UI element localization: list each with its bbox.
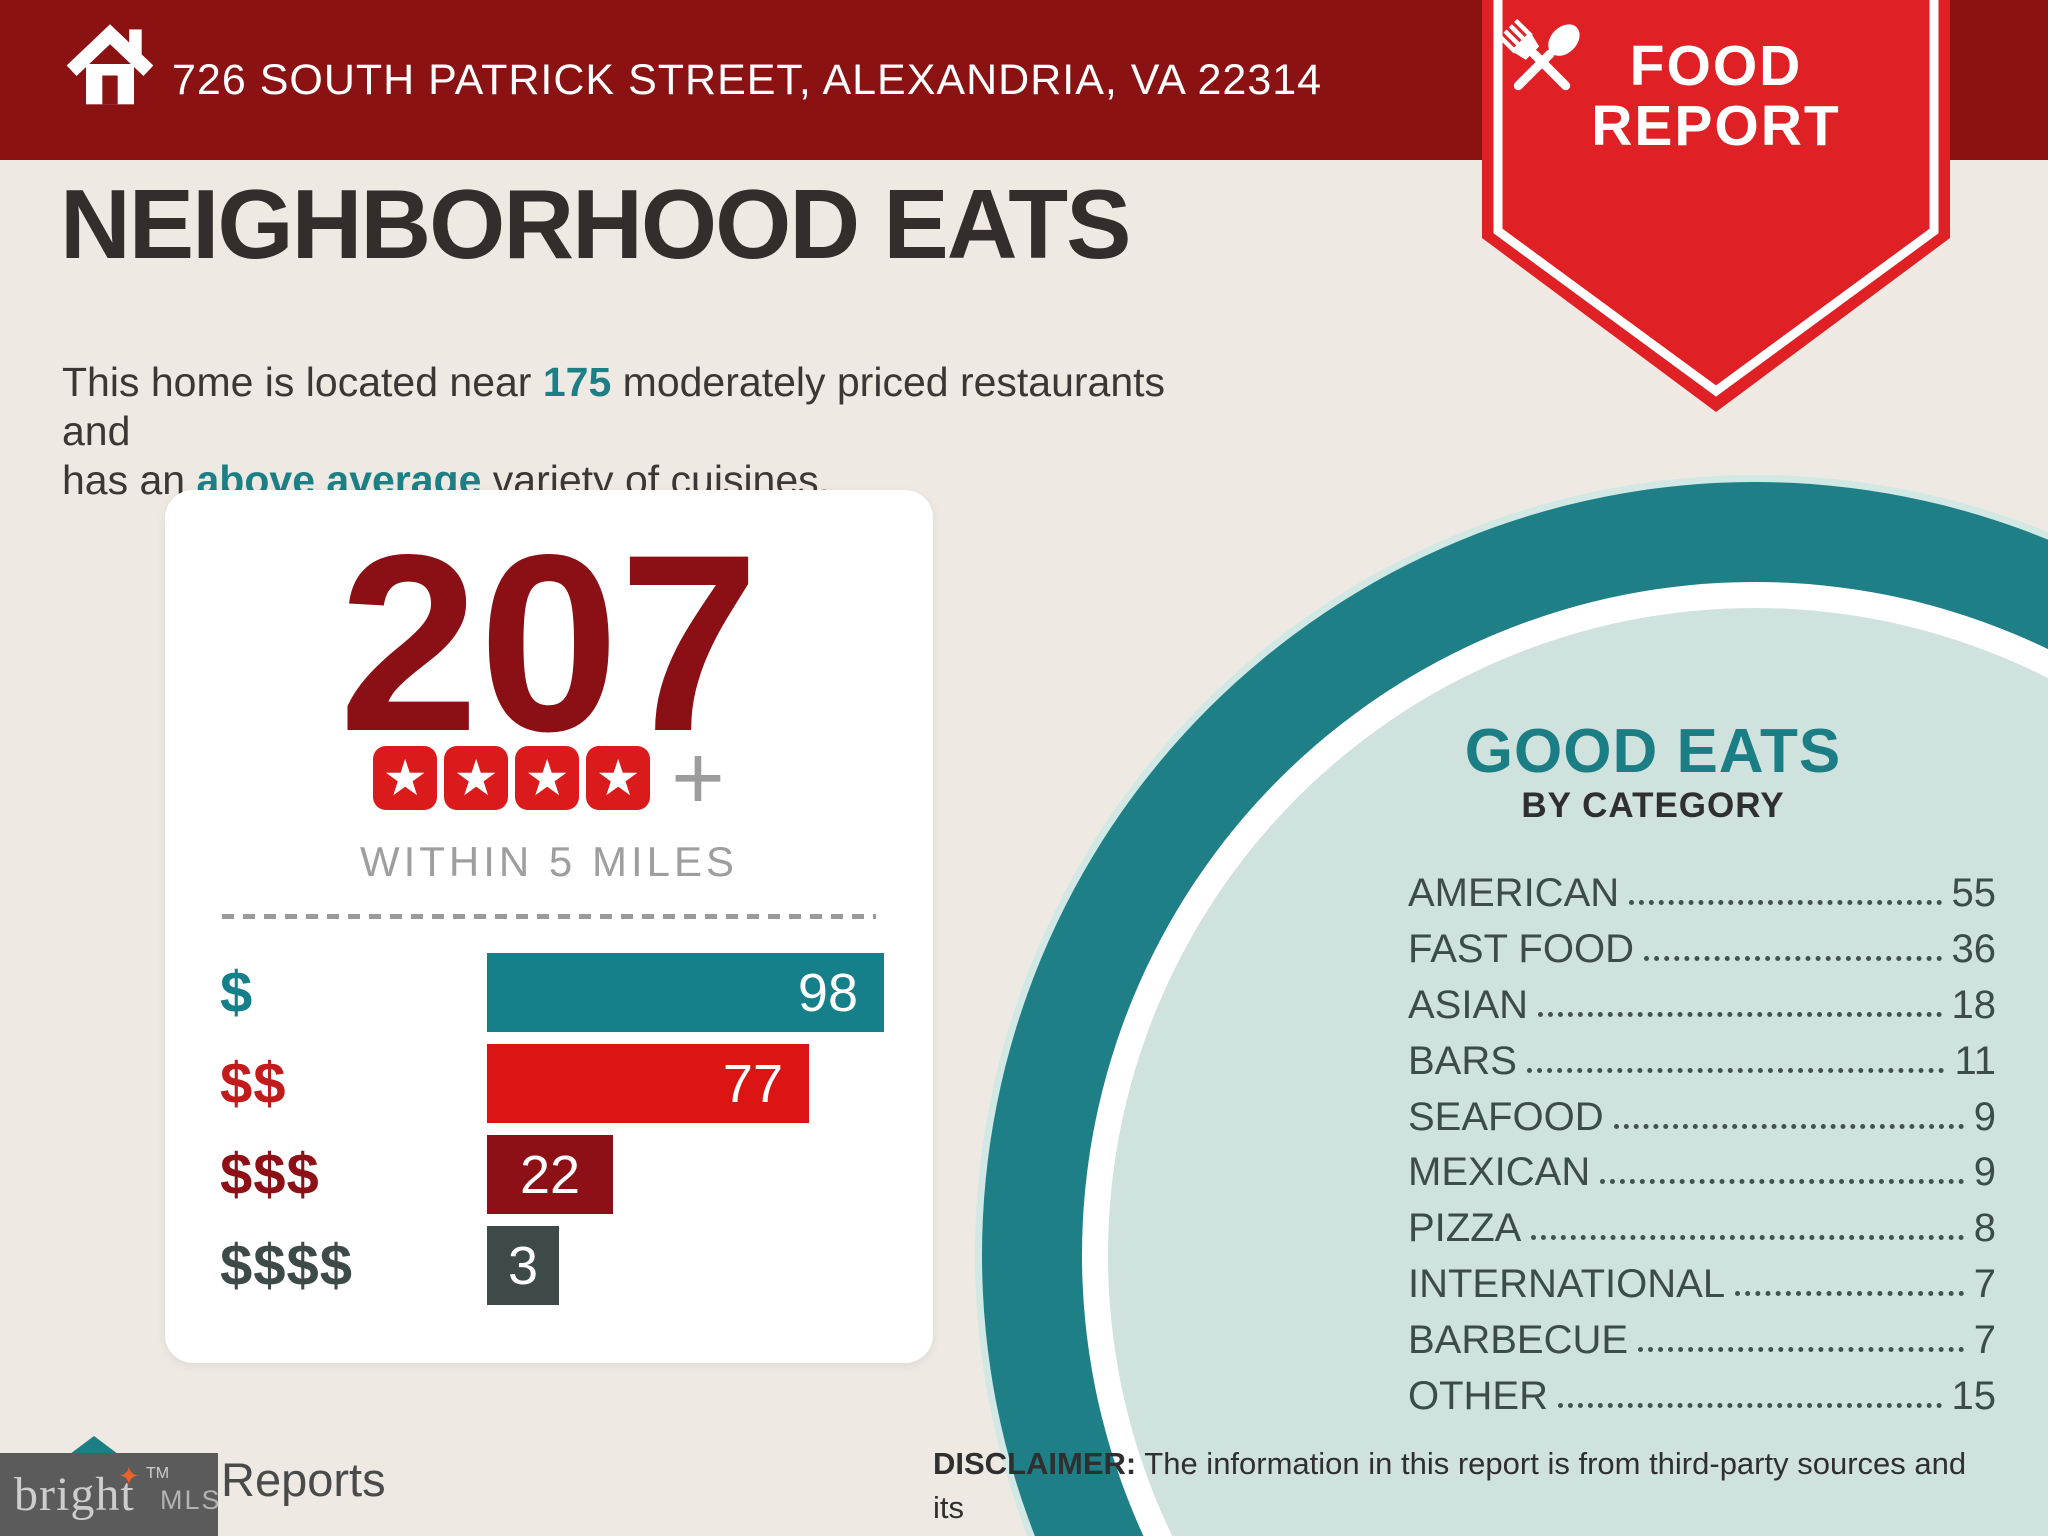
category-row: BARBECUE 7	[1408, 1312, 1996, 1368]
price-bar-row: $$$ 22	[165, 1135, 933, 1214]
price-level-label: $$$$	[220, 1233, 354, 1298]
intro-text-part: This home is located near	[62, 359, 543, 405]
dotted-leader	[1638, 1346, 1964, 1352]
category-name: FAST FOOD	[1408, 927, 1634, 972]
price-bar-value: 98	[797, 962, 858, 1023]
category-count: 7	[1973, 1317, 1996, 1362]
category-row: MEXICAN 9	[1408, 1145, 1996, 1201]
property-address: 726 SOUTH PATRICK STREET, ALEXANDRIA, VA…	[172, 55, 1323, 104]
price-bar: 3	[487, 1226, 559, 1305]
category-name: INTERNATIONAL	[1408, 1261, 1726, 1306]
star-icon: ★	[515, 746, 580, 810]
category-row: ASIAN 18	[1408, 978, 1996, 1034]
disclaimer: DISCLAIMER: The information in this repo…	[933, 1442, 1993, 1536]
category-row: PIZZA 8	[1408, 1201, 1996, 1257]
radius-label: WITHIN 5 MILES	[359, 838, 739, 885]
dotted-leader	[1526, 1067, 1945, 1073]
trademark-symbol: TM	[146, 1465, 170, 1482]
price-bar: 77	[487, 1044, 809, 1123]
price-level-label: $$$	[220, 1142, 320, 1207]
category-name: SEAFOOD	[1408, 1094, 1604, 1139]
category-count: 55	[1951, 871, 1997, 916]
sparkle-icon: ✦	[118, 1461, 140, 1491]
food-report-badge: FOOD REPORT	[1482, 0, 1950, 412]
bright-mls-logo-box: bright ✦ TM MLS	[0, 1453, 220, 1536]
dashed-divider	[222, 914, 876, 919]
price-level-label: $$	[220, 1051, 287, 1116]
category-count: 8	[1973, 1206, 1996, 1251]
price-bar-value: 22	[519, 1144, 581, 1205]
dotted-leader	[1613, 1123, 1964, 1129]
category-count: 18	[1951, 982, 1997, 1027]
dotted-leader	[1538, 1011, 1942, 1017]
price-bar: 98	[487, 953, 884, 1032]
category-count: 11	[1954, 1038, 1996, 1083]
category-count: 15	[1951, 1373, 1997, 1418]
category-row: INTERNATIONAL 7	[1408, 1257, 1996, 1313]
price-bar-row: $$$$ 3	[165, 1226, 933, 1305]
plus-sign: +	[671, 727, 725, 829]
star-icon: ★	[444, 746, 509, 810]
disclaimer-line1-text: The information in this report is from t…	[933, 1446, 1967, 1525]
dotted-leader	[1531, 1235, 1964, 1241]
category-row: BARS 11	[1408, 1033, 1996, 1089]
category-count: 9	[1973, 1094, 1996, 1139]
category-count: 7	[1973, 1261, 1996, 1306]
category-name: ASIAN	[1408, 982, 1529, 1027]
category-panel-subtitle: BY CATEGORY	[1521, 786, 1785, 825]
total-restaurant-count: 207	[338, 503, 760, 784]
category-count: 9	[1973, 1150, 1996, 1195]
category-row: AMERICAN 55	[1408, 866, 1996, 922]
category-panel-title: GOOD EATS	[1464, 717, 1842, 786]
dotted-leader	[1735, 1290, 1964, 1296]
star-icon: ★	[373, 746, 438, 810]
category-count: 36	[1951, 927, 1997, 972]
intro-highlight: 175	[542, 359, 612, 405]
page-title: NEIGHBORHOOD EATS	[60, 169, 1131, 279]
home-icon	[66, 24, 154, 105]
category-name: BARS	[1408, 1038, 1517, 1083]
category-name: AMERICAN	[1408, 871, 1620, 916]
crossed-spoon-fork-icon	[1498, 18, 1580, 91]
price-bar-value: 3	[507, 1235, 539, 1296]
badge-title-line2: REPORT	[1591, 94, 1841, 158]
price-level-label: $	[220, 960, 254, 1025]
dotted-leader	[1643, 956, 1942, 962]
disclaimer-line1: DISCLAIMER: The information in this repo…	[933, 1442, 1993, 1530]
category-row: FAST FOOD 36	[1408, 922, 1996, 978]
reports-watermark-text: Reports	[221, 1453, 386, 1506]
intro-text-part: moderately priced restaurants and	[62, 359, 1166, 454]
star-icon: ★	[586, 746, 651, 810]
category-name: OTHER	[1408, 1373, 1548, 1418]
intro-text: This home is located near 175 moderately…	[62, 358, 1182, 505]
category-name: PIZZA	[1408, 1206, 1522, 1251]
restaurant-summary-card: 207 ★ ★ ★ ★ + WITHIN 5 MILES $98 $$ 77 $$$ 22 $$$…	[165, 490, 933, 1363]
disclaimer-line2: accuracy cannot be guaranteed.	[933, 1530, 1993, 1536]
star-rating: ★ ★ ★ ★ +	[165, 727, 933, 829]
category-row: OTHER 15	[1408, 1368, 1996, 1424]
category-name: MEXICAN	[1408, 1150, 1591, 1195]
badge-ribbon-shape	[1482, 0, 1950, 412]
price-bar: 22	[487, 1135, 613, 1214]
bright-mls-wordmark: bright	[14, 1468, 135, 1521]
price-bar-value: 77	[722, 1053, 783, 1114]
price-bar-row: $98	[165, 953, 933, 1032]
category-name: BARBECUE	[1408, 1317, 1629, 1362]
dotted-leader	[1600, 1179, 1964, 1185]
category-list: AMERICAN 55 FAST FOOD 36 ASIAN 18 BARS 11 SEAFOO…	[1408, 866, 1996, 1424]
price-bar-row: $$ 77	[165, 1044, 933, 1123]
dotted-leader	[1629, 900, 1942, 906]
hidden-logo-roof-icon	[70, 1436, 118, 1454]
badge-title-line1: FOOD	[1629, 34, 1803, 98]
disclaimer-label: DISCLAIMER:	[933, 1446, 1137, 1481]
dotted-leader	[1558, 1402, 1942, 1408]
mls-label: MLS	[160, 1485, 222, 1515]
intro-text-part: has an	[62, 457, 197, 503]
category-row: SEAFOOD 9	[1408, 1089, 1996, 1145]
